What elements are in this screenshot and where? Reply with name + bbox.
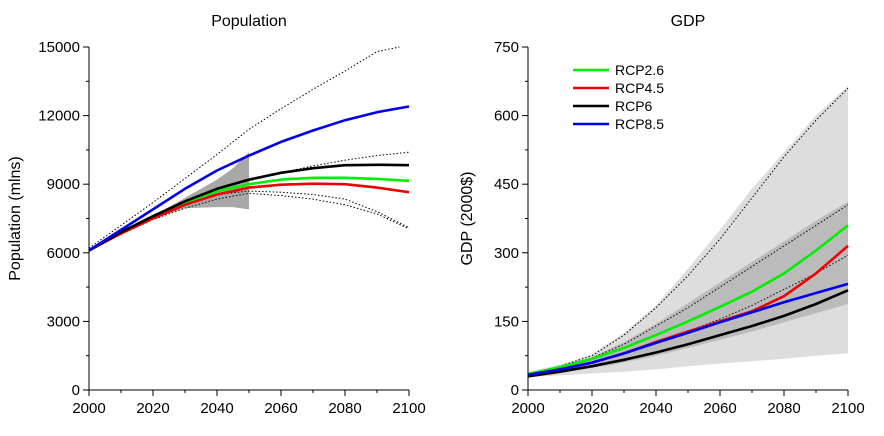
x-tick-label: 2000: [72, 400, 105, 417]
series-line-rcp6: [88, 163, 410, 252]
shaded-band-1: [528, 201, 848, 377]
dotted-bounds: [527, 87, 849, 376]
dotted-line-0: [527, 87, 849, 375]
x-tick-label: 2060: [703, 400, 736, 417]
x-tick-label: 2020: [136, 400, 169, 417]
dotted-line-0: [88, 46, 400, 249]
y-tick-label: 3000: [47, 313, 80, 330]
axes: 0 150 300 450 600 750 2000 2020 2040 2060 2080 2100: [494, 39, 865, 417]
x-tick-label: 2100: [831, 400, 864, 417]
y-tick-label: 150: [494, 313, 519, 330]
x-tick-label: 2080: [767, 400, 800, 417]
legend: RCP2.6 RCP4.5 RCP6 RCP8.5: [573, 62, 664, 132]
dotted-line-1: [527, 204, 849, 375]
axes: 0 3000 6000 9000 12000 15000 2000 2020 2040 2060 2…: [38, 39, 425, 417]
chart-title: GDP: [671, 13, 706, 30]
uncertainty-bands: [153, 152, 249, 219]
x-tick-label: 2000: [511, 400, 544, 417]
series-line-rcp6: [527, 289, 849, 378]
y-tick-label: 450: [494, 176, 519, 193]
y-tick-label: 15000: [38, 39, 80, 56]
series-line-rcp8-5: [527, 282, 849, 377]
series-line-rcp4-5: [88, 182, 410, 252]
x-tick-label: 2020: [575, 400, 608, 417]
population-chart: 0 3000 6000 9000 12000 15000 2000 2020 2040 2060 2…: [7, 13, 426, 417]
y-tick-label: 9000: [47, 176, 80, 193]
y-axis-label: GDP (2000$): [459, 172, 476, 266]
x-tick-label: 2060: [264, 400, 297, 417]
series-lines: [88, 105, 410, 252]
y-axis-label: Population (mlns): [7, 156, 24, 281]
series-lines: [527, 224, 849, 378]
shaded-band-0: [153, 152, 249, 219]
series-line-rcp2-6: [527, 224, 849, 376]
legend-label: RCP6: [615, 98, 653, 114]
y-tick-label: 300: [494, 245, 519, 262]
x-tick-label: 2100: [392, 400, 425, 417]
x-tick-label: 2040: [200, 400, 233, 417]
x-tick-label: 2040: [639, 400, 672, 417]
legend-label: RCP8.5: [615, 116, 664, 132]
y-tick-label: 0: [72, 382, 80, 399]
legend-label: RCP2.6: [615, 62, 664, 78]
x-tick-label: 2080: [328, 400, 361, 417]
y-tick-label: 750: [494, 39, 519, 56]
y-tick-label: 12000: [38, 108, 80, 125]
y-tick-label: 6000: [47, 245, 80, 262]
y-tick-label: 600: [494, 108, 519, 125]
legend-label: RCP4.5: [615, 80, 664, 96]
gdp-chart: 0 150 300 450 600 750 2000 2020 2040 2060 2080 2100…: [459, 13, 865, 417]
series-line-rcp8-5: [88, 105, 410, 252]
chart-title: Population: [211, 13, 287, 30]
y-tick-label: 0: [511, 382, 519, 399]
